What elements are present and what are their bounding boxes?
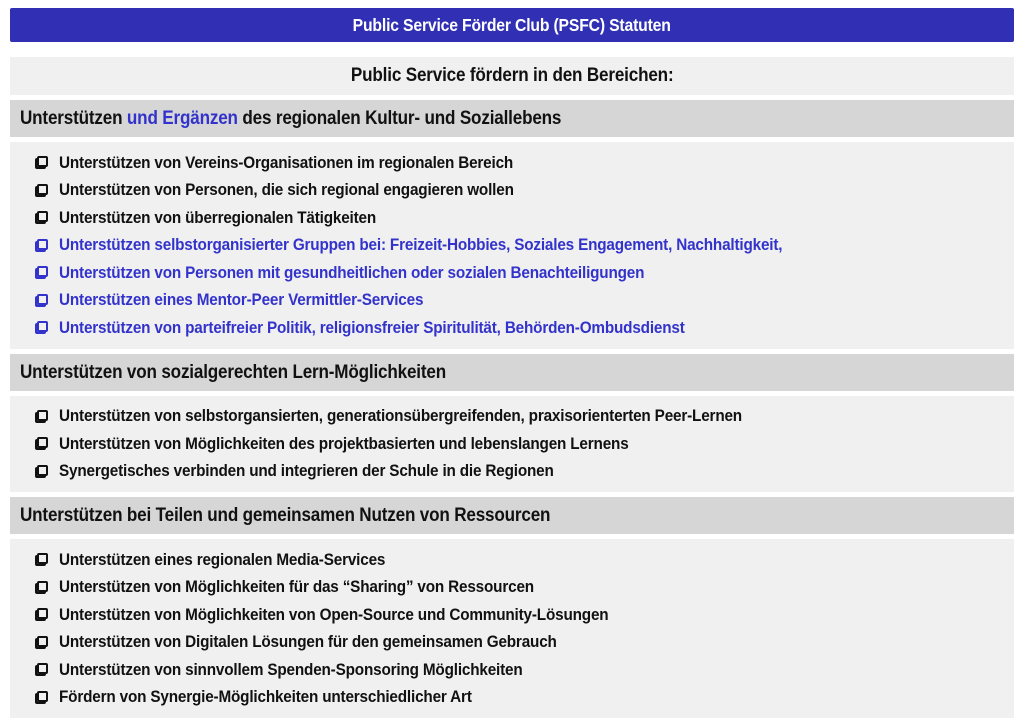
list-item-label: Unterstützen von sinnvollem Spenden-Spon… [59, 659, 523, 679]
checkbox-icon [37, 663, 48, 675]
list-item: Unterstützen von Möglichkeiten des proje… [35, 430, 1014, 458]
checkbox-icon [37, 293, 48, 305]
checkbox-icon [37, 690, 48, 702]
section-title-part: Unterstützen von sozialgerechten Lern-Mö… [20, 361, 446, 383]
section-items: Unterstützen von Vereins-Organisationen … [10, 142, 1014, 349]
list-item: Synergetisches verbinden und integrieren… [35, 458, 1014, 486]
list-item-label: Unterstützen eines regionalen Media-Serv… [59, 549, 386, 569]
section: Unterstützen von sozialgerechten Lern-Mö… [10, 353, 1014, 492]
page-title: Public Service Förder Club (PSFC) Statut… [352, 15, 671, 35]
section-title-part: Unterstützen [20, 108, 127, 129]
checkbox-icon [37, 211, 48, 223]
section-title-part: des regionalen Kultur- und Soziallebens [237, 108, 562, 129]
subtitle-bar: Public Service fördern in den Bereichen: [10, 57, 1014, 95]
list-item: Unterstützen von Personen mit gesundheit… [35, 259, 1014, 287]
section-title-part: und Ergänzen [126, 108, 238, 129]
list-item-label: Unterstützen von Personen, die sich regi… [59, 180, 514, 200]
section: Unterstützen und Ergänzen des regionalen… [10, 100, 1014, 349]
checkbox-icon [37, 238, 48, 250]
list-item: Unterstützen von Möglichkeiten für das “… [35, 574, 1014, 602]
list-item: Unterstützen von überregionalen Tätigkei… [35, 204, 1014, 232]
section-items: Unterstützen von selbstorgansierten, gen… [10, 395, 1014, 492]
checkbox-icon [37, 321, 48, 333]
list-item-label: Synergetisches verbinden und integrieren… [59, 461, 554, 481]
checkbox-icon [37, 635, 48, 647]
list-item-label: Unterstützen von überregionalen Tätigkei… [59, 207, 377, 227]
title-bar: Public Service Förder Club (PSFC) Statut… [10, 8, 1014, 42]
section: Unterstützen bei Teilen und gemeinsamen … [10, 497, 1014, 718]
list-item-label: Unterstützen eines Mentor-Peer Vermittle… [59, 290, 424, 310]
section-title-part: Unterstützen bei Teilen und gemeinsamen … [20, 505, 551, 526]
list-item-label: Unterstützen von selbstorgansierten, gen… [59, 406, 742, 426]
list-item-label: Unterstützen selbstorganisierter Gruppen… [59, 235, 783, 255]
list-item: Unterstützen von selbstorgansierten, gen… [35, 403, 1014, 431]
checkbox-icon [37, 266, 48, 278]
section-header: Unterstützen bei Teilen und gemeinsamen … [10, 497, 1014, 534]
list-item: Unterstützen von Möglichkeiten von Open-… [35, 601, 1014, 629]
checkbox-icon [37, 183, 48, 195]
checkbox-icon [37, 553, 48, 565]
section-header: Unterstützen und Ergänzen des regionalen… [10, 100, 1014, 137]
list-item: Unterstützen von sinnvollem Spenden-Spon… [35, 656, 1014, 684]
list-item-label: Unterstützen von parteifreier Politik, r… [59, 317, 685, 337]
checkbox-icon [37, 608, 48, 620]
sections-container: Unterstützen und Ergänzen des regionalen… [10, 100, 1014, 718]
list-item: Unterstützen von Digitalen Lösungen für … [35, 629, 1014, 657]
checkbox-icon [37, 156, 48, 168]
checkbox-icon [37, 464, 48, 476]
list-item: Unterstützen eines regionalen Media-Serv… [35, 546, 1014, 574]
list-item: Unterstützen von parteifreier Politik, r… [35, 314, 1014, 342]
list-item: Unterstützen selbstorganisierter Gruppen… [35, 232, 1014, 260]
list-item: Unterstützen von Vereins-Organisationen … [35, 149, 1014, 177]
list-item-label: Unterstützen von Möglichkeiten von Open-… [59, 604, 609, 624]
list-item-label: Unterstützen von Vereins-Organisationen … [59, 152, 514, 172]
list-item-label: Unterstützen von Möglichkeiten für das “… [59, 577, 534, 597]
checkbox-icon [37, 437, 48, 449]
checkbox-icon [37, 409, 48, 421]
list-item-label: Unterstützen von Digitalen Lösungen für … [59, 632, 557, 652]
section-items: Unterstützen eines regionalen Media-Serv… [10, 539, 1014, 718]
list-item: Unterstützen eines Mentor-Peer Vermittle… [35, 287, 1014, 315]
section-header: Unterstützen von sozialgerechten Lern-Mö… [10, 353, 1014, 391]
list-item: Unterstützen von Personen, die sich regi… [35, 177, 1014, 205]
list-item-label: Unterstützen von Personen mit gesundheit… [59, 262, 645, 282]
checkbox-icon [37, 580, 48, 592]
list-item: Fördern von Synergie-Möglichkeiten unter… [35, 684, 1014, 712]
list-item-label: Fördern von Synergie-Möglichkeiten unter… [59, 687, 472, 707]
page-subtitle: Public Service fördern in den Bereichen: [350, 65, 674, 86]
list-item-label: Unterstützen von Möglichkeiten des proje… [59, 433, 629, 453]
